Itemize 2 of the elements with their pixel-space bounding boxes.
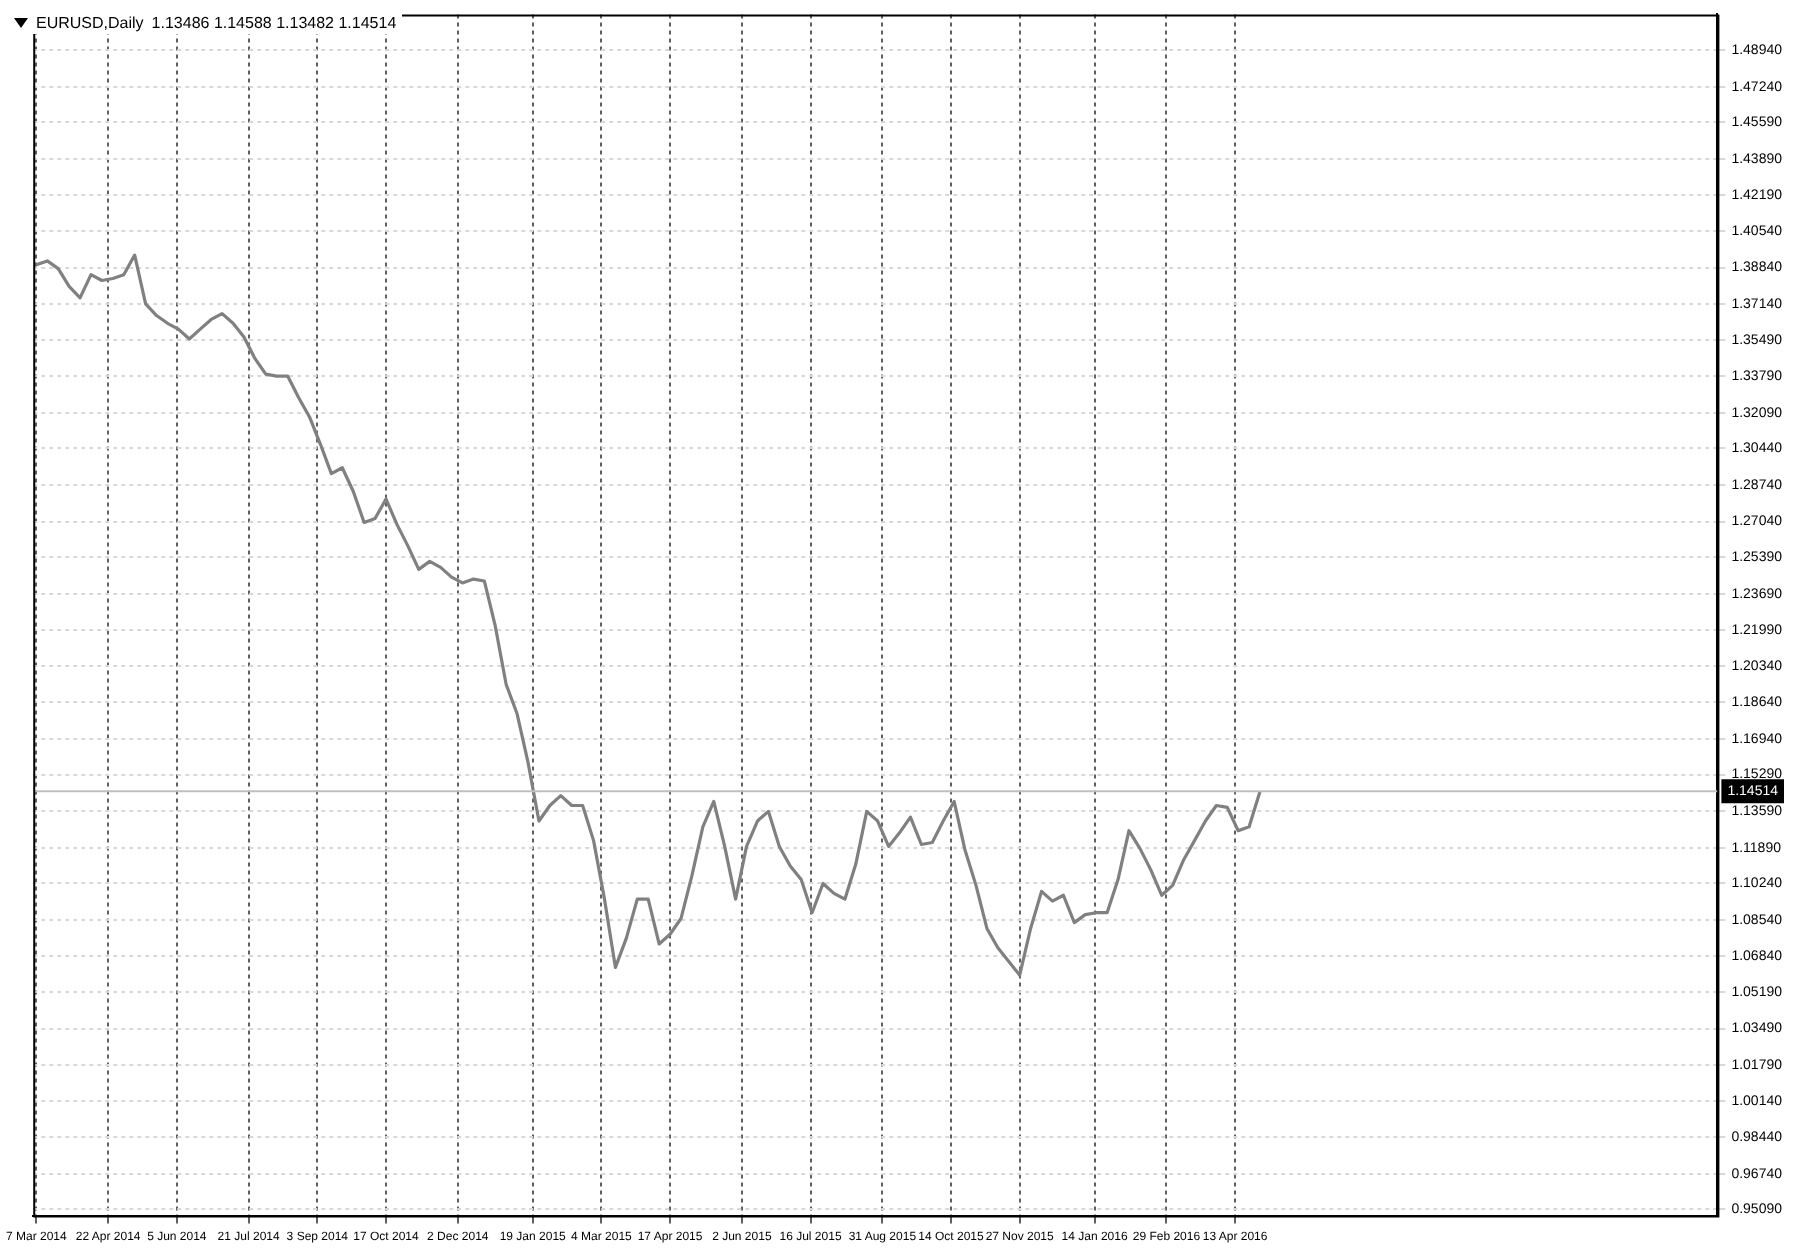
chart-title: EURUSD,Daily bbox=[36, 14, 144, 32]
chart-subtitle: 1.13486 1.14588 1.13482 1.14514 bbox=[151, 14, 397, 32]
